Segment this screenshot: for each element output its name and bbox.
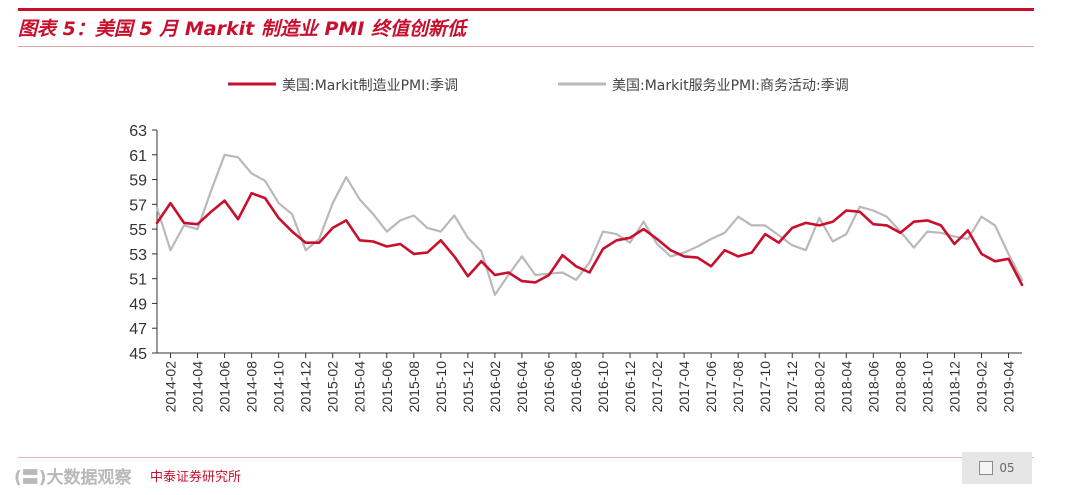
series-line-manufacturing-pmi bbox=[155, 191, 1024, 287]
x-tick-label: 2017-02 bbox=[649, 361, 665, 413]
x-tick-label: 2015-06 bbox=[379, 361, 395, 413]
y-tick-label: 59 bbox=[129, 173, 147, 190]
x-tick-label: 2016-06 bbox=[541, 361, 557, 413]
y-tick-label: 57 bbox=[129, 197, 147, 214]
x-tick-label: 2016-04 bbox=[514, 361, 530, 413]
legend-label-1: 美国:Markit制造业PMI:季调 bbox=[282, 78, 458, 94]
x-tick-label: 2014-02 bbox=[163, 361, 179, 413]
x-tick-label: 2017-04 bbox=[676, 361, 692, 413]
x-tick-label: 2019-02 bbox=[973, 361, 989, 413]
y-tick-label: 55 bbox=[129, 222, 147, 239]
x-tick-label: 2017-06 bbox=[703, 361, 719, 413]
page-number: 05 bbox=[999, 461, 1015, 475]
x-tick-label: 2018-04 bbox=[838, 361, 854, 413]
x-tick-label: 2016-08 bbox=[568, 361, 584, 413]
y-tick-label: 61 bbox=[129, 148, 147, 165]
legend-label-2: 美国:Markit服务业PMI:商务活动:季调 bbox=[612, 78, 849, 94]
x-tick-label: 2018-08 bbox=[892, 361, 908, 413]
y-tick-label: 49 bbox=[129, 296, 147, 313]
x-tick-label: 2018-12 bbox=[946, 361, 962, 413]
y-tick-label: 51 bbox=[129, 272, 147, 289]
x-tick-label: 2016-12 bbox=[622, 361, 638, 413]
title-rule bbox=[18, 46, 1034, 47]
x-tick-label: 2018-02 bbox=[811, 361, 827, 413]
y-tick-label: 47 bbox=[129, 321, 147, 338]
x-tick-label: 2015-02 bbox=[325, 361, 341, 413]
source-label: 中泰证券研究所 bbox=[150, 470, 242, 485]
x-tick-label: 2014-12 bbox=[298, 361, 314, 413]
y-tick-label: 63 bbox=[129, 123, 147, 140]
x-tick-label: 2014-06 bbox=[217, 361, 233, 413]
x-tick-label: 2014-10 bbox=[271, 361, 287, 413]
x-tick-label: 2015-08 bbox=[406, 361, 422, 413]
x-tick-label: 2014-04 bbox=[190, 361, 206, 413]
footer-rule bbox=[18, 457, 1034, 458]
top-rule bbox=[18, 8, 1034, 11]
page-title: 图表 5：美国 5 月 Markit 制造业 PMI 终值创新低 bbox=[18, 18, 466, 40]
x-tick-label: 2014-08 bbox=[244, 361, 260, 413]
x-tick-label: 2015-10 bbox=[433, 361, 449, 413]
x-tick-label: 2015-12 bbox=[460, 361, 476, 413]
x-tick-label: 2018-10 bbox=[919, 361, 935, 413]
y-tick-label: 45 bbox=[129, 346, 147, 363]
x-tick-label: 2016-10 bbox=[595, 361, 611, 413]
watermark: (〓)大数据观察 bbox=[14, 468, 132, 488]
x-tick-label: 2016-02 bbox=[487, 361, 503, 413]
x-tick-label: 2017-10 bbox=[757, 361, 773, 413]
y-tick-label: 53 bbox=[129, 247, 147, 264]
x-tick-label: 2018-06 bbox=[865, 361, 881, 413]
x-tick-label: 2017-12 bbox=[784, 361, 800, 413]
x-tick-label: 2017-08 bbox=[730, 361, 746, 413]
x-tick-label: 2015-04 bbox=[352, 361, 368, 413]
page-icon bbox=[979, 461, 994, 475]
x-tick-label: 2019-04 bbox=[1000, 361, 1016, 413]
page-number-badge: 05 bbox=[962, 452, 1032, 484]
